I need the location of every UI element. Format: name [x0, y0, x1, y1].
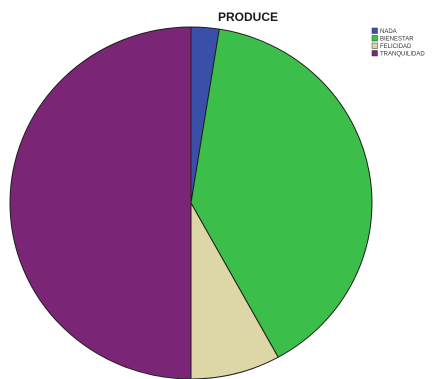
- chart-title: PRODUCE: [218, 10, 278, 24]
- legend-swatch-nada: [371, 27, 378, 34]
- legend-label-nada: NADA: [380, 29, 397, 35]
- pie-slice-tranquilidad: [9, 26, 192, 379]
- legend-label-felicidad: FELICIDAD: [380, 44, 412, 50]
- legend-label-tranquilidad: TRANQUILIDAD: [380, 52, 425, 58]
- legend-label-bienestar: BIENESTAR: [380, 37, 414, 43]
- pie-slices: [9, 26, 373, 379]
- legend-swatch-bienestar: [371, 35, 378, 42]
- pie-slice-bienestar: [190, 28, 373, 358]
- legend-swatch-felicidad: [371, 42, 378, 49]
- legend-swatch-tranquilidad: [371, 50, 378, 57]
